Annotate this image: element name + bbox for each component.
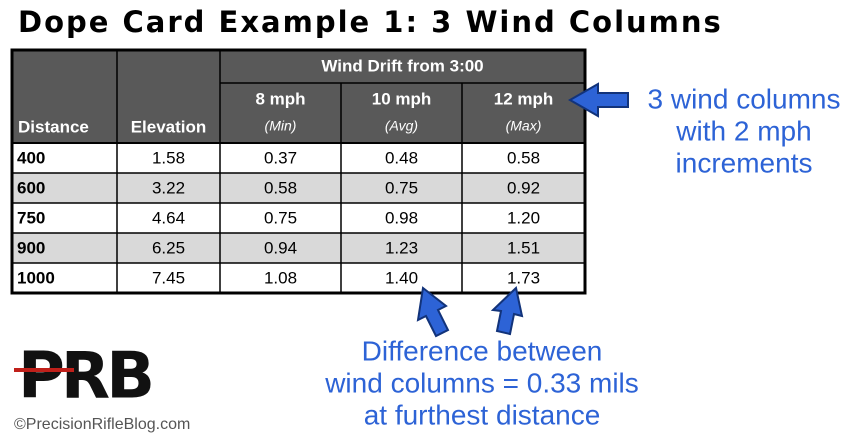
column-subheader: (Max) xyxy=(506,118,542,134)
arrow xyxy=(416,286,450,338)
column-header: Distance xyxy=(18,117,89,136)
cell: 900 xyxy=(17,238,45,257)
cell: 1.20 xyxy=(507,208,540,227)
cell: 3.22 xyxy=(152,178,185,197)
cell: 0.94 xyxy=(264,238,297,257)
cell: 4.64 xyxy=(152,208,185,227)
logo-text: PRB xyxy=(18,340,151,414)
row-bg xyxy=(12,143,585,173)
column-header: 10 mph xyxy=(372,89,432,108)
column-header: Elevation xyxy=(131,117,207,136)
copyright: ©PrecisionRifleBlog.com xyxy=(14,416,190,433)
annotation: with 2 mph xyxy=(675,115,811,146)
cell: 0.58 xyxy=(507,148,540,167)
cell: 7.45 xyxy=(152,268,185,287)
cell: 1.40 xyxy=(385,268,418,287)
cell: 1.58 xyxy=(152,148,185,167)
cell: 0.75 xyxy=(264,208,297,227)
row-bg xyxy=(12,263,585,293)
row-bg xyxy=(12,203,585,233)
cell: 750 xyxy=(17,208,45,227)
cell: 0.37 xyxy=(264,148,297,167)
cell: 6.25 xyxy=(152,238,185,257)
row-bg xyxy=(12,233,585,263)
arrow xyxy=(567,82,629,118)
title: Dope Card Example 1: 3 Wind Columns xyxy=(18,5,723,39)
cell: 0.75 xyxy=(385,178,418,197)
cell: 1.51 xyxy=(507,238,540,257)
cell: 400 xyxy=(17,148,45,167)
cell: 600 xyxy=(17,178,45,197)
header-bg xyxy=(12,50,585,143)
annotation: increments xyxy=(676,147,813,178)
table-border xyxy=(10,48,587,295)
annotation: at furthest distance xyxy=(364,399,601,430)
cell: 1.73 xyxy=(507,268,540,287)
cell: 1000 xyxy=(17,268,55,287)
cell: 0.48 xyxy=(385,148,418,167)
cell: 1.08 xyxy=(264,268,297,287)
column-header: 12 mph xyxy=(494,89,554,108)
row-bg xyxy=(12,173,585,203)
column-header: 8 mph xyxy=(255,89,305,108)
group-header: Wind Drift from 3:00 xyxy=(321,56,483,75)
annotation: 3 wind columns xyxy=(648,83,841,114)
arrow xyxy=(490,286,524,336)
cell: 0.98 xyxy=(385,208,418,227)
cell: 0.58 xyxy=(264,178,297,197)
annotation: wind columns = 0.33 mils xyxy=(324,367,639,398)
column-subheader: (Min) xyxy=(265,118,297,134)
logo: PRB xyxy=(14,340,155,414)
cell: 1.23 xyxy=(385,238,418,257)
table: Wind Drift from 3:00 Distance Elevation 8 m… xyxy=(10,48,587,295)
annotation: Difference between xyxy=(362,335,603,366)
logo-stripe xyxy=(14,368,74,372)
column-subheader: (Avg) xyxy=(385,118,418,134)
cell: 0.92 xyxy=(507,178,540,197)
